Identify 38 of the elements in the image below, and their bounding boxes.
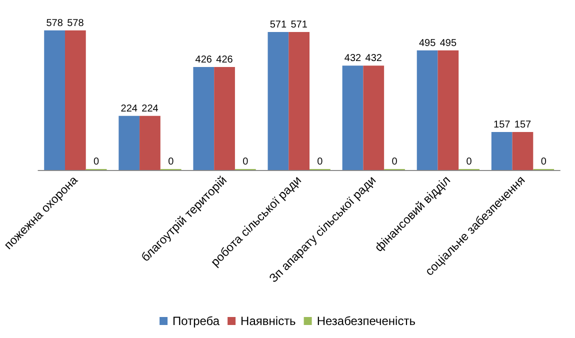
data-label: 224 xyxy=(120,103,138,114)
data-label: 157 xyxy=(514,120,532,131)
data-label: 426 xyxy=(216,54,234,66)
data-label: 0 xyxy=(466,156,472,168)
bar xyxy=(214,67,235,170)
bar xyxy=(193,67,214,170)
data-label: 578 xyxy=(46,18,64,29)
bar xyxy=(491,132,512,170)
bar xyxy=(438,50,459,170)
data-label: 426 xyxy=(195,54,212,66)
bar xyxy=(342,66,364,170)
bar xyxy=(118,116,140,170)
data-label: 0 xyxy=(168,156,174,168)
data-label: 0 xyxy=(392,156,398,168)
legend-label: Потреба xyxy=(172,314,220,328)
data-label: 157 xyxy=(494,120,511,131)
data-label: 432 xyxy=(365,53,382,64)
data-label: 432 xyxy=(344,53,362,64)
bar xyxy=(288,32,310,170)
legend-label: Незабезпеченість xyxy=(316,314,416,328)
data-label: 0 xyxy=(317,156,324,168)
bar xyxy=(363,66,384,170)
data-label: 0 xyxy=(94,156,100,168)
data-label: 495 xyxy=(440,38,457,49)
bar xyxy=(512,132,534,170)
bar xyxy=(268,32,289,170)
bar xyxy=(140,116,160,170)
data-label: 0 xyxy=(540,156,547,168)
legend-label: Наявність xyxy=(240,314,296,328)
bar xyxy=(416,50,438,170)
data-label: 0 xyxy=(242,156,249,168)
data-label: 224 xyxy=(142,103,159,114)
data-label: 571 xyxy=(290,20,308,31)
bar xyxy=(44,30,65,170)
data-label: 571 xyxy=(270,20,287,31)
bar xyxy=(64,30,86,170)
data-label: 578 xyxy=(67,18,84,29)
data-label: 495 xyxy=(418,38,436,49)
